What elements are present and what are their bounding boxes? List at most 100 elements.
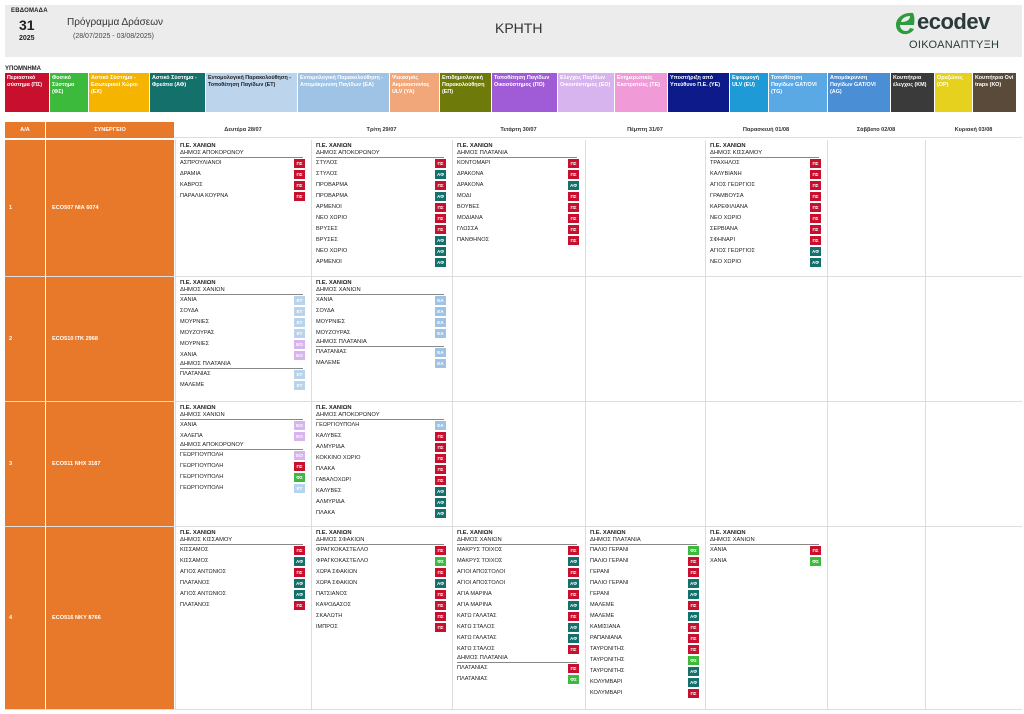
location-item: ΠΑΛΙΟ ΓΕΡΑΝΙ ΠΣ	[590, 556, 705, 567]
location-name: ΠΛΑΤΑΝΙΑΣ	[316, 349, 347, 355]
ecodev-logo: ecodev ΟΙΚΟΑΝΑΠΤΥΞΗ	[893, 8, 1017, 54]
location-item: ΜΟΥΡΝΙΕΣ ΕΑ	[316, 317, 452, 328]
day-cell: Π.Ε. ΧΑΝΙΩΝ ΔΗΜΟΣ ΑΠΟΚΟΡΩΝΟΥ ΓΕΩΡΓΙΟΥΠΟΛΗ Ε…	[311, 402, 452, 526]
activity-badge: ΕΤ	[294, 318, 305, 327]
day-cell: Π.Ε. ΧΑΝΙΩΝ ΔΗΜΟΣ ΑΠΟΚΟΡΩΝΟΥ ΣΤΥΛΟΣ ΠΣ ΣΤΥΛΟ…	[311, 140, 452, 276]
location-item: ΧΑΝΙΑ ΕΟ	[180, 420, 311, 431]
activity-badge: ΕΤ	[294, 329, 305, 338]
location-item: ΠΑΤΣΙΑΝΟΣ ΠΣ	[316, 589, 452, 600]
location-name: ΜΟΔΙΑΝΑ	[457, 215, 483, 221]
activity-badge: ΑΦ	[568, 579, 579, 588]
activity-badge: ΑΦ	[435, 236, 446, 245]
location-item: ΑΛΜΥΡΙΔΑ ΑΦ	[316, 497, 452, 508]
day-cell	[925, 402, 1022, 526]
location-item: ΚΙΣΣΑΜΟΣ ΑΦ	[180, 556, 311, 567]
day-cell	[925, 140, 1022, 276]
day-cell	[705, 402, 827, 526]
col-header-day: Σάββατο 02/08	[827, 122, 925, 138]
activity-badge: ΑΦ	[688, 590, 699, 599]
activity-badge: ΠΣ	[435, 443, 446, 452]
location-name: ΜΟΥΖΟΥΡΑΣ	[180, 330, 215, 336]
legend-item: Εντομολογική Παρακολούθηση - Απομάκρυνση…	[298, 73, 389, 112]
location-item: ΒΡΥΣΕΣ ΑΦ	[316, 235, 452, 246]
location-name: ΠΑΛΙΟ ΓΕΡΑΝΙ	[590, 558, 629, 564]
location-item: ΚΑΤΩ ΓΑΛΑΤΑΣ ΠΣ	[457, 611, 585, 622]
legend-item: Περιαστικό σύστημα (ΠΣ)	[5, 73, 49, 112]
location-item: ΠΛΑΚΑ ΠΣ	[316, 464, 452, 475]
activity-badge: ΠΣ	[568, 645, 579, 654]
week-year: 2025	[19, 35, 35, 42]
location-item: ΝΕΟ ΧΩΡΙΟ ΑΦ	[316, 246, 452, 257]
legend-item: Υποστήριξη από Υπεύθυνο Π.Ε. (ΥΕ)	[668, 73, 729, 112]
location-name: ΑΓΙΟΣ ΑΝΤΩΝΙΟΣ	[180, 591, 227, 597]
dimos-label: ΔΗΜΟΣ ΠΛΑΤΑΝΙΑ	[180, 361, 303, 369]
activity-badge: ΑΦ	[568, 181, 579, 190]
location-item: ΠΛΑΤΑΝΙΑΣ ΕΤ	[180, 369, 311, 380]
activity-badge: ΕΤ	[294, 370, 305, 379]
row-synergeio: ECO516 ΝΚΥ 8766	[46, 527, 174, 709]
location-item: ΣΦΗΝΑΡΙ ΠΣ	[710, 235, 827, 246]
col-header-synergeio: ΣΥΝΕΡΓΕΙΟ	[46, 122, 174, 138]
location-item: ΧΑΝΙΑ ΠΣ	[710, 545, 827, 556]
day-cell: Π.Ε. ΧΑΝΙΩΝ ΔΗΜΟΣ ΠΛΑΤΑΝΙΑ ΠΑΛΙΟ ΓΕΡΑΝΙ ΦΣ Π…	[585, 527, 705, 709]
activity-badge: ΠΣ	[568, 214, 579, 223]
day-cell	[827, 277, 925, 401]
location-name: ΜΑΛΕΜΕ	[590, 602, 615, 608]
row-synergeio: ECO507 ΝΙΑ 6074	[46, 140, 174, 276]
activity-badge: ΠΣ	[435, 546, 446, 555]
location-name: ΚΟΚΚΙΝΟ ΧΩΡΙΟ	[316, 455, 361, 461]
legend-item: Κουπήτρια έλεγχος (ΚΜ)	[891, 73, 934, 112]
row-number: 3	[5, 402, 45, 526]
leaf-e-icon	[896, 12, 915, 35]
col-header-day: Πέμπτη 31/07	[585, 122, 705, 138]
location-name: ΣΦΗΝΑΡΙ	[710, 237, 736, 243]
day-cell: Π.Ε. ΧΑΝΙΩΝ ΔΗΜΟΣ ΧΑΝΙΩΝ ΧΑΝΙΑ ΕΟ ΧΑΛΕΠΑ ΕΟ ΔΗ…	[175, 402, 311, 526]
location-item: ΚΙΣΣΑΜΟΣ ΠΣ	[180, 545, 311, 556]
activity-badge: ΠΣ	[568, 612, 579, 621]
col-header-day: Δευτέρα 28/07	[175, 122, 311, 138]
activity-badge: ΠΣ	[568, 203, 579, 212]
activity-badge: ΠΣ	[435, 225, 446, 234]
location-item: ΣΟΥΔΑ ΕΤ	[180, 306, 311, 317]
location-name: ΣΟΥΔΑ	[316, 308, 335, 314]
location-name: ΠΛΑΤΑΝΙΑΣ	[457, 676, 488, 682]
activity-badge: ΑΦ	[435, 487, 446, 496]
activity-badge: ΑΦ	[568, 634, 579, 643]
location-item: ΚΑΤΩ ΣΤΑΛΟΣ ΑΦ	[457, 622, 585, 633]
activity-badge: ΠΣ	[435, 476, 446, 485]
activity-badge: ΑΦ	[688, 612, 699, 621]
activity-badge: ΠΣ	[435, 568, 446, 577]
location-name: ΣΤΥΛΟΣ	[316, 171, 338, 177]
location-item: ΑΡΜΕΝΟΙ ΠΣ	[316, 202, 452, 213]
location-item: ΠΑΡΑΛΙΑ ΚΟΥΡΝΑ ΠΣ	[180, 191, 311, 202]
pe-label: Π.Ε. ΧΑΝΙΩΝ	[590, 530, 626, 536]
pe-label: Π.Ε. ΧΑΝΙΩΝ	[316, 530, 352, 536]
location-item: ΑΡΜΕΝΟΙ ΑΦ	[316, 257, 452, 268]
activity-badge: ΑΦ	[435, 247, 446, 256]
activity-badge: ΠΣ	[435, 612, 446, 621]
location-item: ΓΑΒΑΛΟΧΩΡΙ ΠΣ	[316, 475, 452, 486]
legend-item: Ψεκασμός Ακμαιοκτονίας ULV (YA)	[390, 73, 439, 112]
row-number: 2	[5, 277, 45, 401]
day-cell	[452, 277, 585, 401]
location-name: ΓΕΩΡΓΙΟΥΠΟΛΗ	[180, 474, 224, 480]
dimos-label: ΔΗΜΟΣ ΧΑΝΙΩΝ	[180, 287, 303, 295]
location-item: ΔΡΑΚΟΝΑ ΑΦ	[457, 180, 585, 191]
location-name: ΓΑΒΑΛΟΧΩΡΙ	[316, 477, 351, 483]
location-item: ΑΛΜΥΡΙΔΑ ΠΣ	[316, 442, 452, 453]
week-label: ΕΒΔΟΜΑΔΑ	[11, 8, 48, 14]
location-name: ΚΑΜΙΣΙΑΝΑ	[590, 624, 621, 630]
pe-label: Π.Ε. ΧΑΝΙΩΝ	[316, 405, 352, 411]
activity-badge: ΠΣ	[810, 214, 821, 223]
day-cell: Π.Ε. ΧΑΝΙΩΝ ΔΗΜΟΣ ΠΛΑΤΑΝΙΑ ΚΟΝΤΟΜΑΡΙ ΠΣ ΔΡΑΚ…	[452, 140, 585, 276]
activity-badge: ΠΣ	[810, 170, 821, 179]
location-name: ΚΑΤΩ ΓΑΛΑΤΑΣ	[457, 635, 497, 641]
location-item: ΦΡΑΓΚΟΚΑΣΤΕΛΛΟ ΠΣ	[316, 545, 452, 556]
activity-badge: ΑΦ	[435, 579, 446, 588]
location-item: ΓΕΩΡΓΙΟΥΠΟΛΗ ΦΣ	[180, 472, 311, 483]
location-name: ΦΡΑΓΚΟΚΑΣΤΕΛΛΟ	[316, 558, 369, 564]
location-item: ΜΑΛΕΜΕ ΕΑ	[316, 358, 452, 369]
location-item: ΓΕΩΡΓΙΟΥΠΟΛΗ ΕΤ	[180, 483, 311, 494]
activity-badge: ΑΦ	[435, 509, 446, 518]
activity-badge: ΠΣ	[435, 432, 446, 441]
